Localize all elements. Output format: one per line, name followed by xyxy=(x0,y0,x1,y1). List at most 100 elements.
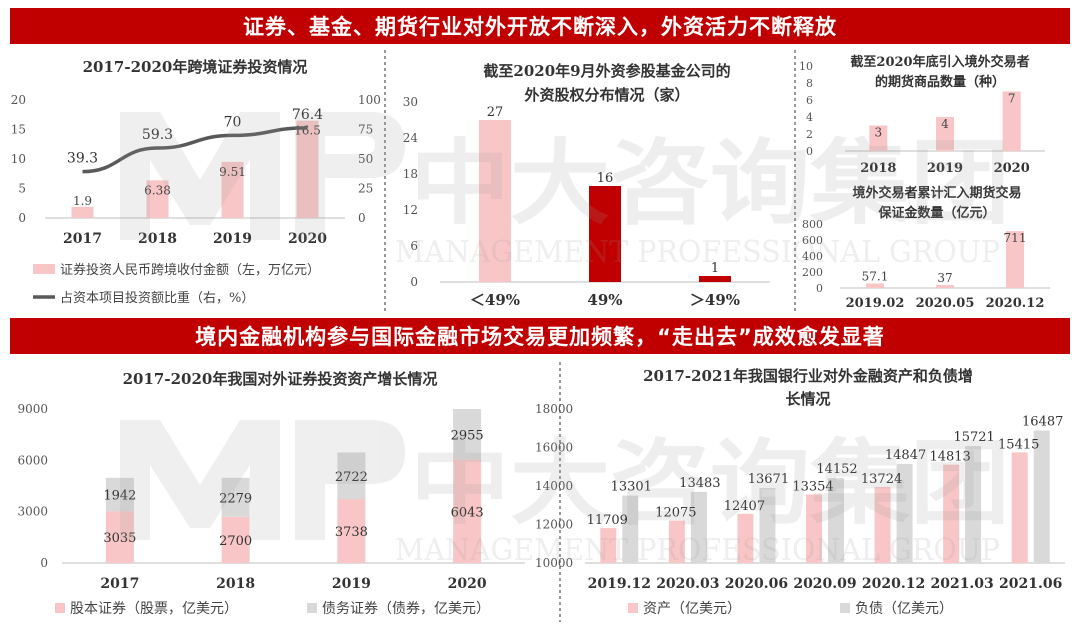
chart1-bar-label: 6.38 xyxy=(144,183,171,197)
chart5-legend-swatch-equity xyxy=(55,603,65,613)
chart6-x-tick: 2021.03 xyxy=(930,576,993,592)
chart5-bar-debt xyxy=(453,409,482,460)
chart5-x-tick: 2018 xyxy=(216,576,255,592)
chart1-x-tick: 2017 xyxy=(63,231,102,247)
chart1-x-tick: 2018 xyxy=(138,231,177,247)
chart1-y-left-tick: 5 xyxy=(18,182,26,196)
chart3-y-tick: 2 xyxy=(806,128,813,141)
chart6-bar-liabilities xyxy=(896,463,913,563)
chart6-label-liabilities: 13301 xyxy=(611,480,652,495)
chart6-label-assets: 13724 xyxy=(861,472,902,487)
chart5-legend-swatch-debt xyxy=(307,603,317,613)
chart5-label-debt: 1942 xyxy=(103,488,136,503)
chart3-y-tick: 6 xyxy=(806,94,813,107)
chart5-label-debt: 2279 xyxy=(219,491,252,506)
chart6-x-tick: 2020.03 xyxy=(656,576,719,592)
chart5-x-tick: 2020 xyxy=(448,576,487,592)
chart5-y-right-tick: 16000 xyxy=(535,441,573,455)
chart2-y-tick: 30 xyxy=(403,95,418,109)
chart5-y-left-tick: 9000 xyxy=(17,402,48,416)
chart6-x-tick: 2019.12 xyxy=(588,576,651,592)
chart5-bar-debt xyxy=(337,452,366,500)
chart6-legend-swatch-liabilities xyxy=(840,603,850,613)
chart3-bar-label: 4 xyxy=(941,117,949,131)
chart1-y-left-tick: 20 xyxy=(11,93,26,107)
chart2-y-tick: 6 xyxy=(410,239,418,253)
chart5-x-tick: 2019 xyxy=(332,576,371,592)
top-banner: 证券、基金、期货行业对外开放不断深入，外资活力不断释放 xyxy=(10,8,1070,44)
chart1-legend-label-bar: 证券投资人民币跨境收付金额（左，万亿元） xyxy=(60,262,320,278)
chart1-line-label: 59.3 xyxy=(142,127,173,143)
chart6-bar-assets xyxy=(600,528,617,563)
chart2-bar-label: 27 xyxy=(487,105,504,120)
chart4-x-tick: 2020.05 xyxy=(916,296,975,311)
chart6-bar-assets xyxy=(874,486,891,563)
chart3-bar xyxy=(936,117,954,151)
chart6-legend-label-liabilities: 负债（亿美元） xyxy=(855,601,953,617)
chart6-bar-liabilities xyxy=(1033,430,1050,563)
chart2-x-tick: ＜49% xyxy=(470,291,520,309)
chart5-y-right-tick: 12000 xyxy=(535,518,573,532)
chart1-bar xyxy=(221,161,244,218)
chart6-x-tick: 2021.06 xyxy=(999,576,1062,592)
chart2-bar xyxy=(479,120,511,282)
chart5-y-left-tick: 3000 xyxy=(17,505,48,519)
chart6-bar-assets xyxy=(1011,452,1028,563)
chart6-title-line2: 长情况 xyxy=(785,390,830,408)
chart2-y-tick: 0 xyxy=(410,275,418,289)
chart6-label-liabilities: 14847 xyxy=(885,448,926,463)
chart5-label-debt: 2722 xyxy=(335,470,368,485)
chart6-label-assets: 13354 xyxy=(792,479,833,494)
chart6-legend-swatch-assets xyxy=(628,603,638,613)
chart1-bar xyxy=(71,206,94,218)
chart4-x-tick: 2020.12 xyxy=(986,296,1045,311)
chart1-title: 2017-2020年跨境证券投资情况 xyxy=(83,58,308,76)
chart6-bar-liabilities xyxy=(965,446,982,563)
chart5-label-equity: 3738 xyxy=(335,525,368,540)
chart2-bar-label: 16 xyxy=(597,171,614,186)
chart3-bar-label: 7 xyxy=(1008,92,1016,106)
chart4-bar xyxy=(936,285,954,288)
chart6-label-liabilities: 15721 xyxy=(953,430,994,445)
chart4-y-tick: 800 xyxy=(802,218,823,231)
chart6-bar-liabilities xyxy=(622,495,639,563)
chart6-label-liabilities: 16487 xyxy=(1022,414,1063,429)
chart4-y-tick: 600 xyxy=(802,234,823,247)
chart2-x-tick: 49% xyxy=(587,291,622,309)
chart6-x-tick: 2020.12 xyxy=(862,576,925,592)
chart5-bar-equity xyxy=(221,516,250,563)
chart4-y-tick: 200 xyxy=(802,266,823,279)
chart5-legend-label-equity: 股本证券（股票，亿美元） xyxy=(70,601,238,617)
chart1-line-label: 70 xyxy=(224,114,242,130)
chart5-title: 2017-2020年我国对外证券投资资产增长情况 xyxy=(123,370,438,388)
chart6-title-line1: 2017-2021年我国银行业对外金融资产和负债增 xyxy=(643,367,973,385)
chart1-line-label: 76.4 xyxy=(292,107,323,123)
chart2-x-tick: ＞49% xyxy=(690,291,740,309)
chart3-y-tick: 4 xyxy=(806,111,813,124)
chart3-title-line1: 截至2020年底引入境外交易者 xyxy=(850,54,1029,70)
chart5-x-tick: 2017 xyxy=(100,576,139,592)
chart4-x-tick: 2019.02 xyxy=(846,296,905,311)
chart1-y-right-tick: 25 xyxy=(358,182,373,196)
chart2-y-tick: 18 xyxy=(403,167,418,181)
chart2-bar xyxy=(699,276,731,282)
chart2-bar xyxy=(589,186,621,282)
chart4-title-line2: 保证金数量（亿元） xyxy=(877,205,995,221)
chart6-label-liabilities: 13483 xyxy=(679,476,720,491)
chart6-bar-assets xyxy=(737,513,754,563)
chart6-bar-liabilities xyxy=(759,488,776,563)
chart2-bar-label: 1 xyxy=(711,261,719,276)
chart6-label-assets: 12407 xyxy=(724,499,765,514)
chart6-label-liabilities: 14152 xyxy=(816,462,857,477)
chart6-label-assets: 15415 xyxy=(998,437,1039,452)
chart6-bar-liabilities xyxy=(690,491,707,563)
chart5-y-right-tick: 14000 xyxy=(535,479,573,493)
chart5-y-right-tick: 18000 xyxy=(535,402,573,416)
chart4-bar xyxy=(1006,231,1024,288)
chart5-y-right-tick: 10000 xyxy=(535,556,573,570)
chart6-label-assets: 12075 xyxy=(655,506,696,521)
chart2-title-line1: 截至2020年9月外资参股基金公司的 xyxy=(483,62,730,80)
chart6-bar-liabilities xyxy=(828,478,844,563)
chart6-label-assets: 11709 xyxy=(587,513,628,528)
chart1-y-right-tick: 100 xyxy=(358,93,381,107)
